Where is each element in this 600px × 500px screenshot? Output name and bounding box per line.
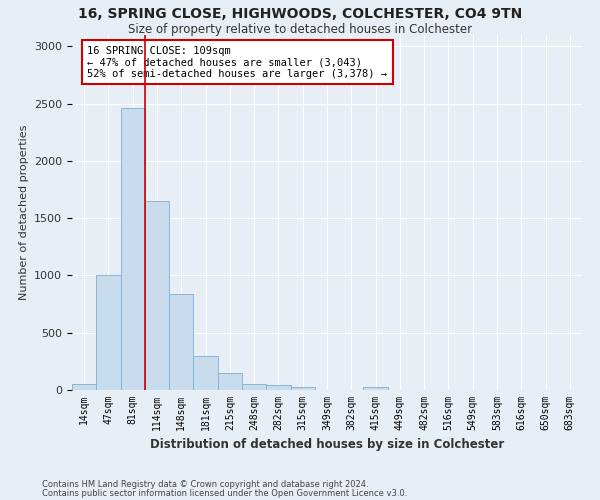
Bar xyxy=(169,294,193,390)
Bar xyxy=(266,386,290,390)
X-axis label: Distribution of detached houses by size in Colchester: Distribution of detached houses by size … xyxy=(150,438,504,452)
Bar xyxy=(218,373,242,390)
Bar xyxy=(364,386,388,390)
Bar xyxy=(193,356,218,390)
Bar xyxy=(121,108,145,390)
Bar xyxy=(145,201,169,390)
Text: Contains public sector information licensed under the Open Government Licence v3: Contains public sector information licen… xyxy=(42,489,407,498)
Text: Size of property relative to detached houses in Colchester: Size of property relative to detached ho… xyxy=(128,22,472,36)
Bar xyxy=(242,384,266,390)
Bar xyxy=(72,384,96,390)
Text: Contains HM Land Registry data © Crown copyright and database right 2024.: Contains HM Land Registry data © Crown c… xyxy=(42,480,368,489)
Y-axis label: Number of detached properties: Number of detached properties xyxy=(19,125,29,300)
Text: 16, SPRING CLOSE, HIGHWOODS, COLCHESTER, CO4 9TN: 16, SPRING CLOSE, HIGHWOODS, COLCHESTER,… xyxy=(78,8,522,22)
Text: 16 SPRING CLOSE: 109sqm
← 47% of detached houses are smaller (3,043)
52% of semi: 16 SPRING CLOSE: 109sqm ← 47% of detache… xyxy=(88,46,388,79)
Bar xyxy=(290,386,315,390)
Bar xyxy=(96,276,121,390)
